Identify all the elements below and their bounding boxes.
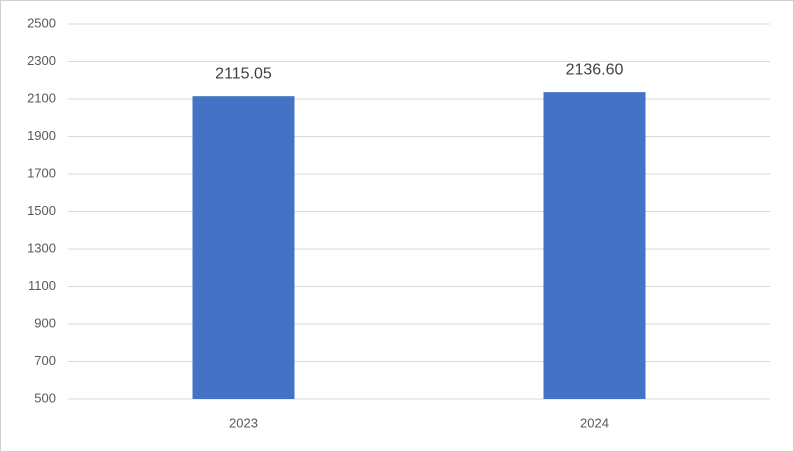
x-tick-label: 2024	[580, 415, 609, 430]
y-tick-label: 2100	[27, 90, 56, 105]
data-label: 2115.05	[215, 65, 272, 82]
x-tick-label: 2023	[229, 415, 258, 430]
bar	[543, 92, 646, 399]
y-tick-label: 2500	[27, 15, 56, 30]
y-tick-label: 1900	[27, 128, 56, 143]
y-tick-label: 700	[34, 353, 56, 368]
data-label: 2136.60	[566, 61, 624, 78]
y-tick-label: 900	[34, 315, 56, 330]
y-tick-label: 2300	[27, 53, 56, 68]
bar	[192, 96, 295, 399]
y-tick-label: 1100	[28, 278, 56, 293]
y-tick-label: 1700	[27, 165, 56, 180]
y-tick-label: 1500	[27, 203, 56, 218]
y-tick-label: 500	[34, 390, 56, 405]
y-tick-label: 1300	[27, 240, 56, 255]
